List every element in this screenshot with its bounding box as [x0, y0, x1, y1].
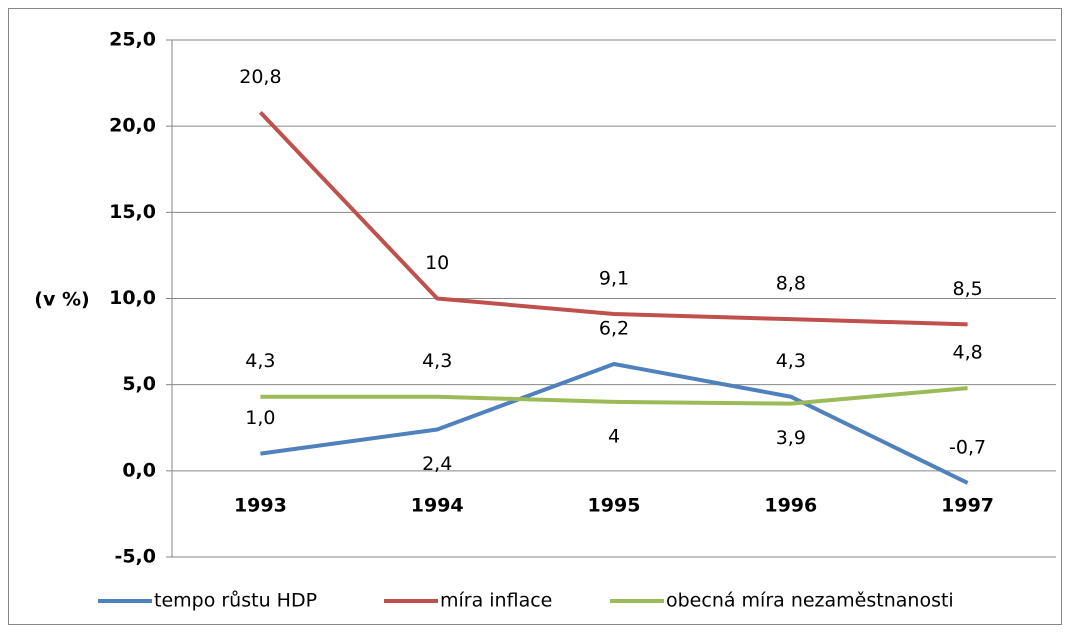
data-label: 4,8 — [952, 342, 982, 364]
data-label: 20,8 — [239, 66, 281, 88]
y-tick-label: 15,0 — [109, 201, 156, 223]
y-tick-label: 20,0 — [109, 115, 156, 137]
line-series — [260, 386, 968, 406]
data-label: 1,0 — [245, 407, 275, 429]
legend-label: obecná míra nezaměstnanosti — [666, 590, 954, 612]
data-label: 3,9 — [776, 427, 806, 449]
x-tick-label: 1993 — [234, 494, 287, 516]
y-tick-label: 25,0 — [109, 29, 156, 51]
x-tick-label: 1995 — [588, 494, 641, 516]
legend-label: míra inflace — [440, 590, 552, 612]
chart-border — [8, 8, 1062, 625]
data-label: 4,3 — [776, 350, 806, 372]
y-tick-label: 5,0 — [122, 373, 156, 395]
y-tick-label: -5,0 — [114, 546, 156, 568]
y-axis-label: (v %) — [34, 289, 89, 311]
x-tick-label: 1994 — [411, 494, 464, 516]
data-label: 6,2 — [599, 317, 629, 339]
data-label: 10 — [425, 252, 449, 274]
y-tick-label: 0,0 — [122, 459, 156, 481]
data-label: 4 — [608, 425, 620, 447]
line-series — [258, 111, 968, 327]
data-label: 9,1 — [599, 268, 629, 290]
data-label: 4,3 — [422, 350, 452, 372]
x-tick-label: 1996 — [764, 494, 817, 516]
data-label: 8,5 — [952, 278, 982, 300]
y-tick-label: 10,0 — [109, 287, 156, 309]
x-tick-label: 1997 — [941, 494, 994, 516]
line-series — [260, 361, 969, 485]
data-label: 8,8 — [776, 273, 806, 295]
data-label: 2,4 — [422, 453, 452, 475]
data-label: -0,7 — [949, 436, 986, 458]
legend-label: tempo růstu HDP — [154, 590, 317, 612]
data-label: 4,3 — [245, 350, 275, 372]
